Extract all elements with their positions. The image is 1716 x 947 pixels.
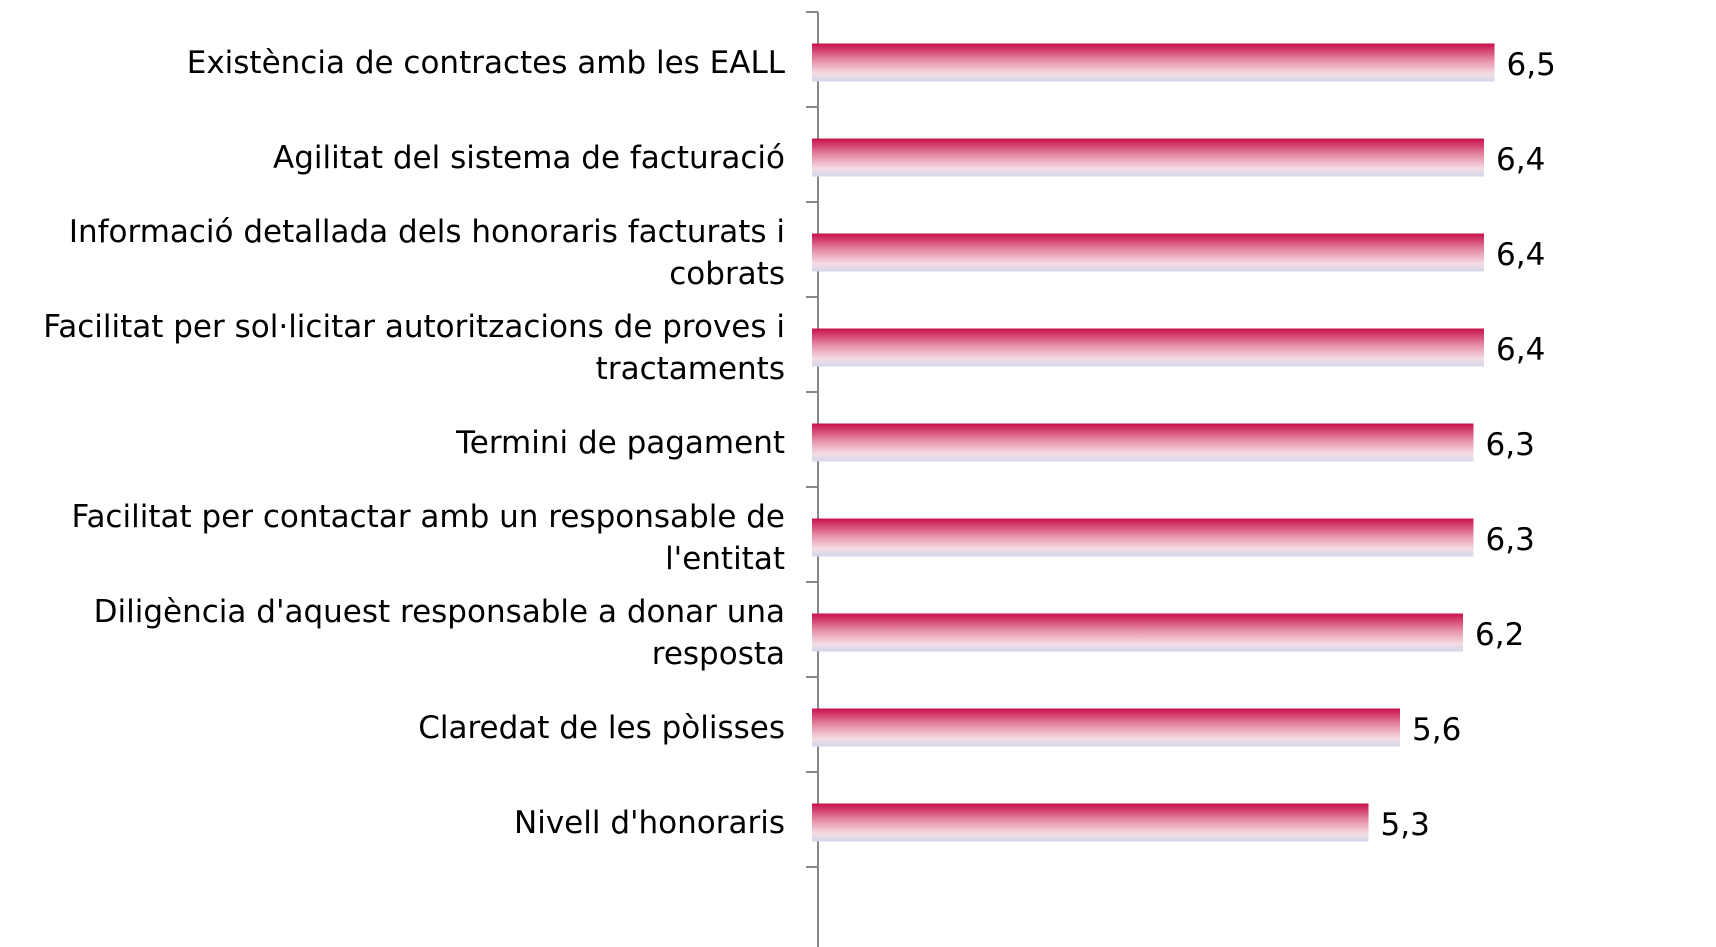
category-label: Agilitat del sistema de facturació bbox=[10, 114, 785, 202]
bar bbox=[812, 518, 1474, 557]
category-label: Diligència d'aquest responsable a donar … bbox=[10, 589, 785, 677]
category-text: Facilitat per contactar amb un responsab… bbox=[71, 498, 785, 577]
category-label: Termini de pagament bbox=[10, 399, 785, 487]
bar bbox=[812, 423, 1474, 462]
value-label: 6,2 bbox=[1475, 617, 1524, 653]
category-label: Nivell d'honoraris bbox=[10, 779, 785, 867]
category-label: Existència de contractes amb les EALL bbox=[10, 19, 785, 107]
category-label: Facilitat per contactar amb un responsab… bbox=[10, 494, 785, 582]
value-label: 6,3 bbox=[1486, 427, 1535, 463]
value-label: 5,3 bbox=[1381, 807, 1430, 843]
bar bbox=[812, 708, 1400, 747]
category-text: Facilitat per sol·licitar autoritzacions… bbox=[43, 308, 785, 387]
category-label: Informació detallada dels honoraris fact… bbox=[10, 209, 785, 297]
category-text: Diligència d'aquest responsable a donar … bbox=[93, 593, 785, 672]
category-label: Facilitat per sol·licitar autoritzacions… bbox=[10, 304, 785, 392]
value-label: 6,4 bbox=[1496, 237, 1545, 273]
category-text: Nivell d'honoraris bbox=[514, 804, 785, 841]
category-text: Agilitat del sistema de facturació bbox=[272, 139, 785, 176]
bar bbox=[812, 613, 1463, 652]
value-label: 6,4 bbox=[1496, 142, 1545, 178]
value-label: 6,5 bbox=[1507, 47, 1556, 83]
bar bbox=[812, 43, 1495, 82]
category-text: Existència de contractes amb les EALL bbox=[186, 44, 785, 81]
category-label: Claredat de les pòlisses bbox=[10, 684, 785, 772]
bar bbox=[812, 803, 1369, 842]
category-text: Informació detallada dels honoraris fact… bbox=[68, 213, 785, 292]
value-label: 5,6 bbox=[1412, 712, 1461, 748]
value-label: 6,4 bbox=[1496, 332, 1545, 368]
value-label: 6,3 bbox=[1486, 522, 1535, 558]
bar bbox=[812, 233, 1484, 272]
category-text: Termini de pagament bbox=[456, 424, 785, 461]
category-text: Claredat de les pòlisses bbox=[418, 709, 785, 746]
bar bbox=[812, 328, 1484, 367]
bar bbox=[812, 138, 1484, 177]
